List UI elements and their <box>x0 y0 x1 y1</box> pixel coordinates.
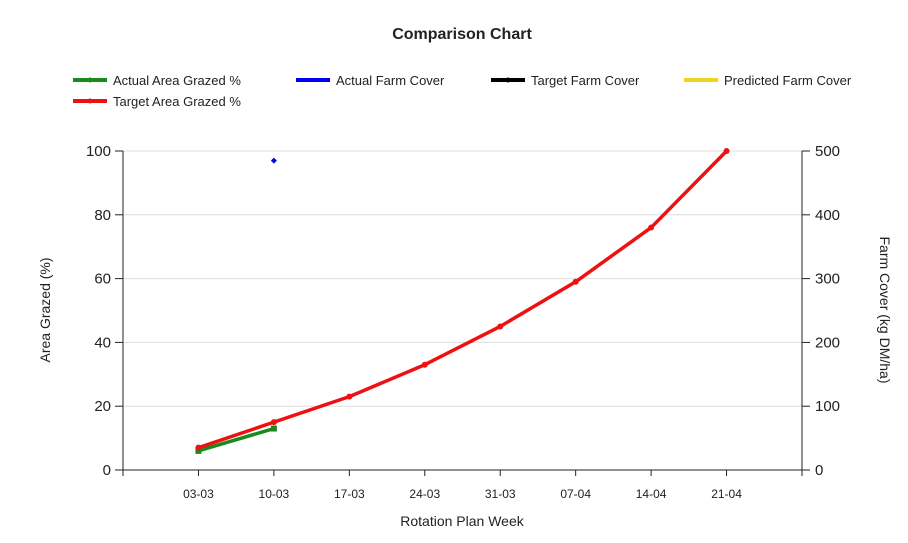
data-point <box>270 419 277 426</box>
data-point <box>195 444 202 451</box>
x-tick-label: 14-04 <box>636 487 667 501</box>
legend-label: Predicted Farm Cover <box>724 73 852 88</box>
x-tick-label: 21-04 <box>711 487 742 501</box>
data-point <box>270 157 277 164</box>
legend-marker <box>87 98 93 104</box>
gridlines <box>123 150 802 407</box>
y2-tick-label: 200 <box>815 334 840 351</box>
y2-axis-label: Farm Cover (kg DM/ha) <box>877 236 893 383</box>
legend-item: Target Farm Cover <box>491 73 640 88</box>
legend-item: Actual Farm Cover <box>296 73 445 88</box>
series-actual-farm-cover <box>270 157 277 164</box>
legend-item: Actual Area Grazed % <box>73 73 241 88</box>
x-tick-label: 17-03 <box>334 487 365 501</box>
x-tick-label: 31-03 <box>485 487 516 501</box>
y-axis-label: Area Grazed (%) <box>37 257 53 362</box>
chart-axes: 0 20 40 60 80 100 0 100 200 300 400 500 03-03 10-03 17… <box>86 143 840 501</box>
data-point <box>572 278 579 285</box>
x-tick-label: 10-03 <box>259 487 290 501</box>
legend-item: Predicted Farm Cover <box>684 73 852 88</box>
data-point <box>648 224 655 231</box>
y2-tick-label: 100 <box>815 398 840 415</box>
x-tick-label: 24-03 <box>409 487 440 501</box>
x-tick-label: 07-04 <box>560 487 591 501</box>
data-point <box>346 393 353 400</box>
series-actual-area-grazed <box>195 425 277 454</box>
legend-label: Actual Area Grazed % <box>113 73 241 88</box>
y-tick-label: 60 <box>94 271 111 288</box>
data-point <box>497 323 504 330</box>
y2-tick-label: 300 <box>815 271 840 288</box>
data-point <box>195 447 202 454</box>
x-axis-label: Rotation Plan Week <box>400 513 524 529</box>
data-point <box>421 361 428 368</box>
data-point <box>723 148 730 154</box>
series-line <box>196 426 276 453</box>
data-point <box>270 425 277 432</box>
legend-label: Target Area Grazed % <box>113 94 241 109</box>
y-tick-label: 0 <box>103 462 111 479</box>
chart-title: Comparison Chart <box>392 26 532 43</box>
y2-tick-label: 0 <box>815 462 823 479</box>
x-tick-label: 03-03 <box>183 487 214 501</box>
legend-marker <box>87 77 93 83</box>
legend-label: Target Farm Cover <box>531 73 640 88</box>
series-target-area-grazed <box>195 148 730 451</box>
legend-item: Target Area Grazed % <box>73 94 241 109</box>
plot-area <box>195 148 730 454</box>
y-tick-label: 40 <box>94 334 111 351</box>
y2-tick-label: 400 <box>815 207 840 224</box>
legend-marker <box>505 77 511 83</box>
y-tick-label: 20 <box>94 398 111 415</box>
y-tick-label: 100 <box>86 143 111 160</box>
y-tick-label: 80 <box>94 207 111 224</box>
legend-label: Actual Farm Cover <box>336 73 445 88</box>
series-line <box>196 149 729 450</box>
chart-legend: Actual Area Grazed % Actual Farm Cover Tar… <box>73 73 852 109</box>
y2-tick-label: 500 <box>815 143 840 160</box>
